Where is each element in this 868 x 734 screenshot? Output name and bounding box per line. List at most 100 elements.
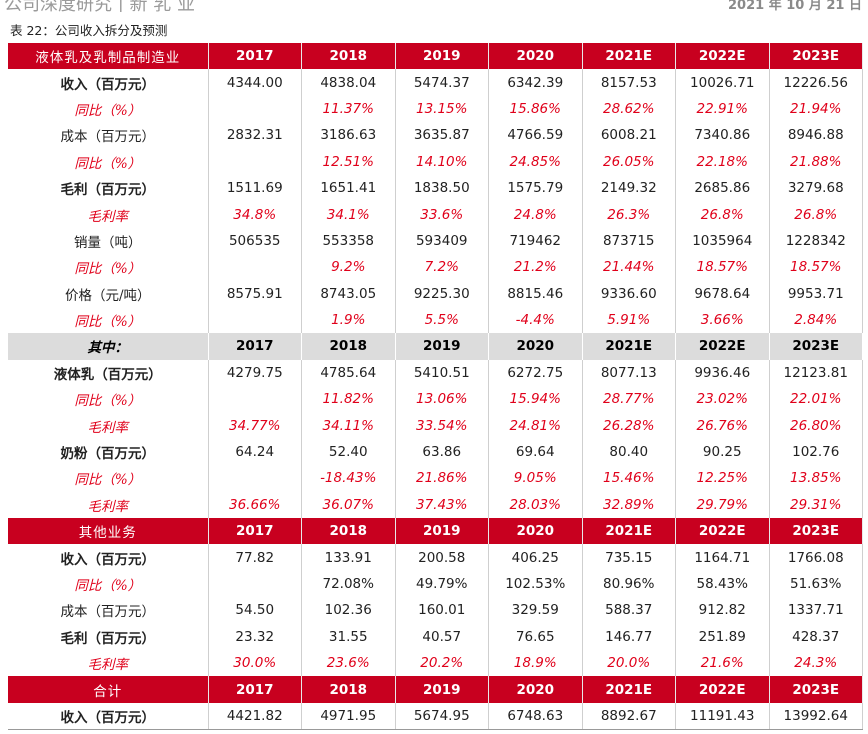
value-cell: 52.40: [301, 438, 396, 466]
value-cell: 1164.71: [675, 544, 770, 571]
value-cell: 22.18%: [675, 148, 770, 175]
table-row: 同比（%） 12.51% 14.10% 24.85% 26.05% 22.18% 21.88…: [8, 148, 863, 175]
report-date: 2021 年 10 月 21 日: [728, 0, 862, 12]
table-row: 同比（%） 72.08% 49.79% 102.53% 80.96% 58.43% 51.6…: [8, 570, 863, 598]
value-cell: 406.25: [488, 544, 583, 571]
value-cell: 6272.75: [488, 359, 583, 387]
value-cell: 3186.63: [301, 122, 396, 149]
value-cell: 8743.05: [301, 280, 396, 307]
row-label: 销量（吨）: [8, 227, 209, 255]
table-row: 同比（%） 11.82% 13.06% 15.94% 28.77% 23.02% 22.01…: [8, 386, 863, 413]
value-cell: 13.85%: [769, 465, 863, 492]
value-cell: 30.0%: [208, 649, 302, 677]
value-cell: 21.6%: [675, 649, 770, 677]
section-header-row: 液体乳及乳制品制造业 2017 2018 2019 2020 2021E 2022E 2023…: [8, 43, 863, 70]
value-cell: 26.3%: [582, 201, 676, 228]
value-cell: 24.3%: [769, 649, 863, 677]
year-header-cell: 2023E: [769, 676, 863, 703]
row-label: 毛利率: [8, 491, 209, 519]
year-header-cell: 2021E: [582, 43, 676, 70]
value-cell: 7340.86: [675, 122, 770, 149]
value-cell: 588.37: [582, 597, 676, 624]
section-title: 合计: [8, 676, 209, 703]
value-cell: 1838.50: [395, 174, 489, 202]
value-cell: [208, 570, 302, 598]
value-cell: 146.77: [582, 623, 676, 650]
value-cell: 90.25: [675, 438, 770, 466]
year-header-cell: 2018: [301, 518, 396, 545]
year-header-cell: 2017: [208, 333, 302, 360]
value-cell: 23.6%: [301, 649, 396, 677]
value-cell: 329.59: [488, 597, 583, 624]
value-cell: 11.37%: [301, 95, 396, 123]
value-cell: 7.2%: [395, 254, 489, 281]
value-cell: 102.76: [769, 438, 863, 466]
value-cell: 5410.51: [395, 359, 489, 387]
value-cell: 31.55: [301, 623, 396, 650]
value-cell: 102.36: [301, 597, 396, 624]
table-row: 价格（元/吨） 8575.91 8743.05 9225.30 8815.46 9336.…: [8, 280, 863, 307]
value-cell: 9336.60: [582, 280, 676, 307]
row-label: 奶粉（百万元）: [8, 438, 209, 466]
value-cell: 26.8%: [675, 201, 770, 228]
value-cell: 1337.71: [769, 597, 863, 624]
value-cell: 9.05%: [488, 465, 583, 492]
table-row: 毛利（百万元） 23.32 31.55 40.57 76.65 146.77 251.89 4…: [8, 623, 863, 650]
value-cell: 26.76%: [675, 412, 770, 439]
value-cell: 8892.67: [582, 702, 676, 731]
value-cell: 69.64: [488, 438, 583, 466]
table-row: 同比（%） -18.43% 21.86% 9.05% 15.46% 12.25% 13.85…: [8, 465, 863, 492]
value-cell: 8946.88: [769, 122, 863, 149]
value-cell: 3635.87: [395, 122, 489, 149]
row-label: 收入（百万元）: [8, 544, 209, 571]
year-header-cell: 2021E: [582, 333, 676, 360]
value-cell: 133.91: [301, 544, 396, 571]
value-cell: 3279.68: [769, 174, 863, 202]
revenue-breakdown-table: 液体乳及乳制品制造业 2017 2018 2019 2020 2021E 2022E 2023…: [8, 43, 863, 731]
table-row: 毛利率 30.0% 23.6% 20.2% 18.9% 20.0% 21.6% 24.3%: [8, 649, 863, 677]
value-cell: 15.86%: [488, 95, 583, 123]
value-cell: 8815.46: [488, 280, 583, 307]
value-cell: [208, 148, 302, 175]
value-cell: 29.31%: [769, 491, 863, 519]
value-cell: 6008.21: [582, 122, 676, 149]
value-cell: 28.03%: [488, 491, 583, 519]
value-cell: 77.82: [208, 544, 302, 571]
value-cell: 34.8%: [208, 201, 302, 228]
value-cell: 8077.13: [582, 359, 676, 387]
value-cell: 1651.41: [301, 174, 396, 202]
value-cell: 12226.56: [769, 69, 863, 96]
row-label: 同比（%）: [8, 148, 209, 175]
value-cell: 51.63%: [769, 570, 863, 598]
value-cell: 1035964: [675, 227, 770, 255]
value-cell: 11.82%: [301, 386, 396, 413]
value-cell: 34.77%: [208, 412, 302, 439]
value-cell: 4971.95: [301, 702, 396, 731]
value-cell: 13.06%: [395, 386, 489, 413]
value-cell: 14.10%: [395, 148, 489, 175]
year-header-cell: 2017: [208, 518, 302, 545]
value-cell: 735.15: [582, 544, 676, 571]
row-label: 同比（%）: [8, 95, 209, 123]
value-cell: 5474.37: [395, 69, 489, 96]
value-cell: 72.08%: [301, 570, 396, 598]
value-cell: -4.4%: [488, 306, 583, 334]
row-label: 毛利（百万元）: [8, 174, 209, 202]
value-cell: 22.91%: [675, 95, 770, 123]
value-cell: 29.79%: [675, 491, 770, 519]
value-cell: 506535: [208, 227, 302, 255]
value-cell: 58.43%: [675, 570, 770, 598]
value-cell: 80.96%: [582, 570, 676, 598]
section-header-row: 合计 2017 2018 2019 2020 2021E 2022E 2023E: [8, 676, 863, 703]
row-label: 毛利率: [8, 412, 209, 439]
page-header: 公司深度研究 | 新 乳 业 2021 年 10 月 21 日: [0, 0, 868, 12]
value-cell: 10026.71: [675, 69, 770, 96]
value-cell: 3.66%: [675, 306, 770, 334]
year-header-cell: 2019: [395, 333, 489, 360]
value-cell: 4785.64: [301, 359, 396, 387]
year-header-cell: 2019: [395, 676, 489, 703]
row-label: 收入（百万元）: [8, 69, 209, 96]
value-cell: 1228342: [769, 227, 863, 255]
value-cell: 18.9%: [488, 649, 583, 677]
value-cell: [208, 386, 302, 413]
